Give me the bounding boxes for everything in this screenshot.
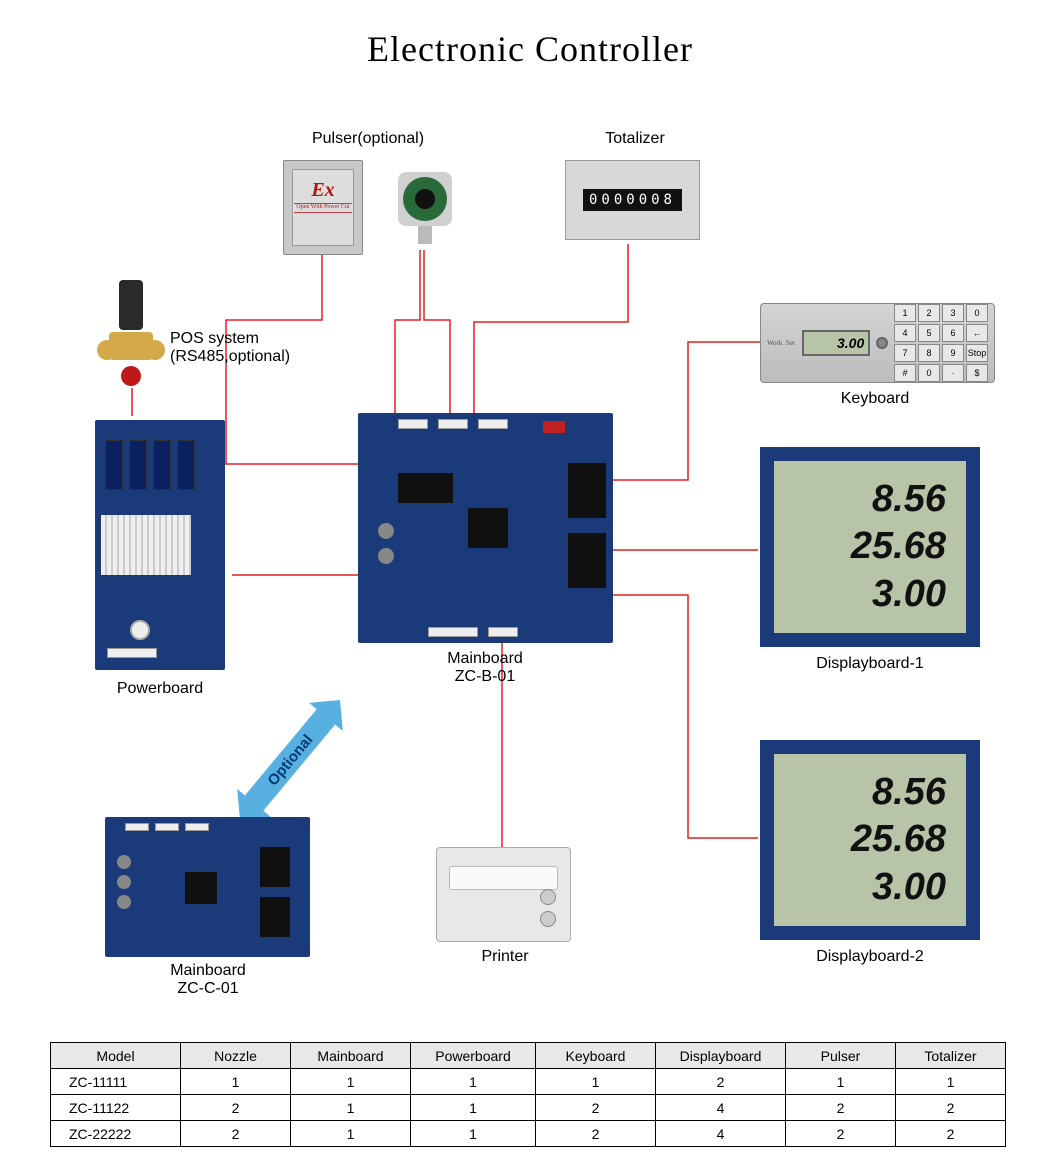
keyboard-lcd: 3.00	[802, 330, 870, 356]
th-mainboard: Mainboard	[291, 1043, 411, 1069]
key-0[interactable]: 0	[966, 304, 988, 322]
model-table: ModelNozzleMainboardPowerboardKeyboardDi…	[50, 1042, 1006, 1147]
key-#[interactable]: #	[894, 364, 916, 382]
display1-line3: 3.00	[872, 571, 946, 619]
th-totalizer: Totalizer	[896, 1043, 1006, 1069]
powerboard	[95, 420, 225, 670]
table-row: ZC-222222112422	[51, 1121, 1006, 1147]
label-printer: Printer	[430, 948, 580, 966]
key-·[interactable]: ·	[942, 364, 964, 382]
key-5[interactable]: 5	[918, 324, 940, 342]
label-display1: Displayboard-1	[790, 655, 950, 673]
svg-text:Optional: Optional	[264, 732, 316, 790]
th-pulser: Pulser	[786, 1043, 896, 1069]
label-mainboard1: Mainboard ZC-B-01	[400, 650, 570, 686]
key-2[interactable]: 2	[918, 304, 940, 322]
label-powerboard: Powerboard	[95, 680, 225, 698]
key-6[interactable]: 6	[942, 324, 964, 342]
label-pulser: Pulser(optional)	[283, 130, 453, 148]
th-displayboard: Displayboard	[656, 1043, 786, 1069]
th-powerboard: Powerboard	[411, 1043, 536, 1069]
key-0[interactable]: 0	[918, 364, 940, 382]
th-model: Model	[51, 1043, 181, 1069]
displayboard-2: 8.56 25.68 3.00	[760, 740, 980, 940]
label-keyboard: Keyboard	[800, 390, 950, 408]
key-8[interactable]: 8	[918, 344, 940, 362]
label-display2: Displayboard-2	[790, 948, 950, 966]
th-keyboard: Keyboard	[536, 1043, 656, 1069]
key-←[interactable]: ←	[966, 324, 988, 342]
totalizer: 0000008	[565, 160, 700, 240]
display2-line2: 25.68	[851, 816, 946, 864]
key-$[interactable]: $	[966, 364, 988, 382]
key-4[interactable]: 4	[894, 324, 916, 342]
keyboard: Work Set 3.00 1230456←789Stop#0·$	[760, 303, 995, 383]
totalizer-display: 0000008	[583, 189, 682, 211]
display1-line2: 25.68	[851, 523, 946, 571]
label-mainboard2: Mainboard ZC-C-01	[108, 962, 308, 998]
key-1[interactable]: 1	[894, 304, 916, 322]
ex-label: Ex	[284, 179, 362, 202]
label-totalizer: Totalizer	[570, 130, 700, 148]
key-Stop[interactable]: Stop	[966, 344, 988, 362]
solenoid-valve	[95, 280, 165, 390]
key-9[interactable]: 9	[942, 344, 964, 362]
display2-line1: 8.56	[872, 769, 946, 817]
label-pos: POS system (RS485,optional)	[170, 330, 370, 366]
pulser-encoder	[390, 168, 460, 248]
table-row: ZC-111222112422	[51, 1095, 1006, 1121]
mainboard-zcc01	[105, 817, 310, 957]
display2-line3: 3.00	[872, 864, 946, 912]
pulser-ex-box: Ex Open With Power Cut	[283, 160, 363, 255]
display1-line1: 8.56	[872, 476, 946, 524]
key-3[interactable]: 3	[942, 304, 964, 322]
th-nozzle: Nozzle	[181, 1043, 291, 1069]
mainboard-zcb01	[358, 413, 613, 643]
key-7[interactable]: 7	[894, 344, 916, 362]
table-row: ZC-111111111211	[51, 1069, 1006, 1095]
printer	[436, 847, 571, 942]
keypad: 1230456←789Stop#0·$	[894, 304, 988, 382]
displayboard-1: 8.56 25.68 3.00	[760, 447, 980, 647]
